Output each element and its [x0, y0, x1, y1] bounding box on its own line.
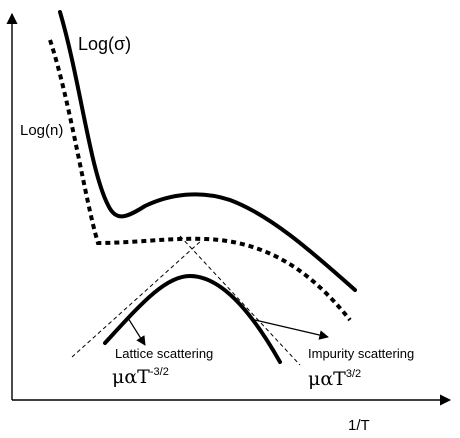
impurity-scattering-label: Impurity scattering — [308, 346, 414, 361]
impurity-formula-exponent: 3/2 — [346, 368, 361, 380]
lattice-asymptote — [71, 239, 203, 358]
log-n-label: Log(n) — [20, 122, 63, 139]
log-sigma-label: Log(σ) — [78, 34, 131, 54]
impurity-formula: μαT3/2 — [308, 368, 361, 390]
impurity-arrow — [254, 319, 329, 340]
x-axis-label: 1/T — [348, 417, 370, 434]
lattice-formula-base: μαT — [112, 366, 150, 388]
lattice-formula: μαT-3/2 — [112, 366, 169, 388]
lattice-scattering-label: Lattice scattering — [115, 346, 213, 361]
lattice-formula-exponent: -3/2 — [150, 366, 169, 378]
impurity-asymptote — [179, 235, 301, 366]
lattice-arrow — [127, 317, 146, 346]
mobility-curve — [103, 273, 282, 364]
log-sigma-curve — [58, 10, 357, 292]
impurity-formula-base: μαT — [308, 368, 346, 390]
